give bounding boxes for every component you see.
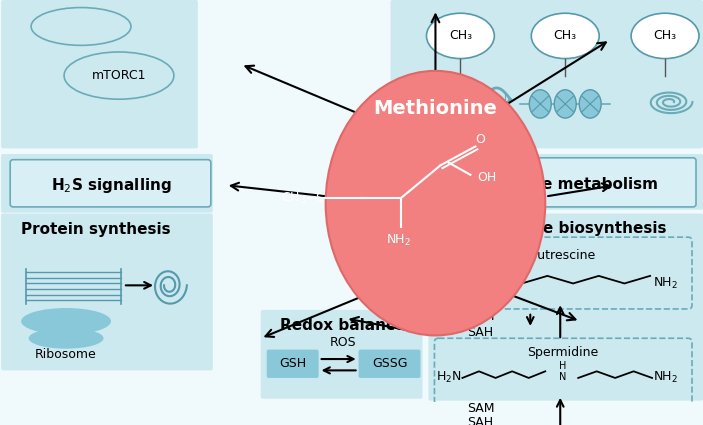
Text: Putrescine: Putrescine (531, 249, 596, 262)
Ellipse shape (427, 13, 494, 59)
Text: SAM: SAM (467, 402, 494, 415)
Text: Protein synthesis: Protein synthesis (21, 222, 171, 237)
FancyBboxPatch shape (261, 310, 423, 399)
FancyBboxPatch shape (1, 0, 198, 148)
Text: CH₃: CH₃ (654, 29, 676, 42)
FancyBboxPatch shape (1, 154, 213, 212)
Text: Polyamine biosynthesis: Polyamine biosynthesis (464, 221, 666, 236)
FancyBboxPatch shape (266, 350, 318, 378)
Ellipse shape (554, 90, 576, 118)
Ellipse shape (529, 90, 551, 118)
Text: GSH: GSH (279, 357, 307, 370)
Text: OH: OH (477, 171, 496, 184)
FancyBboxPatch shape (460, 158, 696, 207)
Text: SAM: SAM (467, 310, 494, 323)
Ellipse shape (29, 328, 103, 348)
Text: GSSG: GSSG (372, 357, 407, 370)
FancyBboxPatch shape (458, 154, 703, 210)
Text: ROS: ROS (329, 335, 356, 348)
Text: NH$_2$: NH$_2$ (652, 371, 678, 385)
Ellipse shape (325, 71, 546, 335)
Ellipse shape (21, 308, 111, 334)
FancyBboxPatch shape (10, 160, 211, 207)
Text: CH$_3$: CH$_3$ (280, 191, 306, 206)
Text: NH$_2$: NH$_2$ (652, 276, 678, 291)
Text: CH₃: CH₃ (554, 29, 576, 42)
Text: H$_2$N: H$_2$N (436, 371, 461, 385)
Text: SAH: SAH (467, 416, 494, 425)
Ellipse shape (531, 13, 599, 59)
Text: H$_2$N: H$_2$N (443, 276, 468, 291)
Text: Methionine: Methionine (373, 99, 498, 118)
Text: Spermidine: Spermidine (528, 346, 599, 359)
Ellipse shape (631, 13, 699, 59)
Text: H
N: H N (559, 360, 566, 382)
FancyBboxPatch shape (1, 213, 213, 370)
Text: H$_2$S signalling: H$_2$S signalling (51, 176, 172, 195)
Text: S: S (315, 192, 323, 205)
Text: NH$_2$: NH$_2$ (386, 233, 411, 249)
Text: SAH: SAH (467, 326, 494, 339)
Ellipse shape (31, 8, 131, 45)
FancyBboxPatch shape (359, 350, 420, 378)
Text: Folate metabolism: Folate metabolism (498, 177, 658, 192)
Text: mTORC1: mTORC1 (91, 69, 146, 82)
Text: O: O (475, 133, 485, 146)
Ellipse shape (64, 52, 174, 99)
Text: Ribosome: Ribosome (35, 348, 97, 361)
FancyBboxPatch shape (391, 0, 703, 148)
FancyBboxPatch shape (428, 213, 703, 401)
Text: CH₃: CH₃ (449, 29, 472, 42)
Text: Redox balance: Redox balance (280, 318, 406, 334)
Ellipse shape (579, 90, 601, 118)
